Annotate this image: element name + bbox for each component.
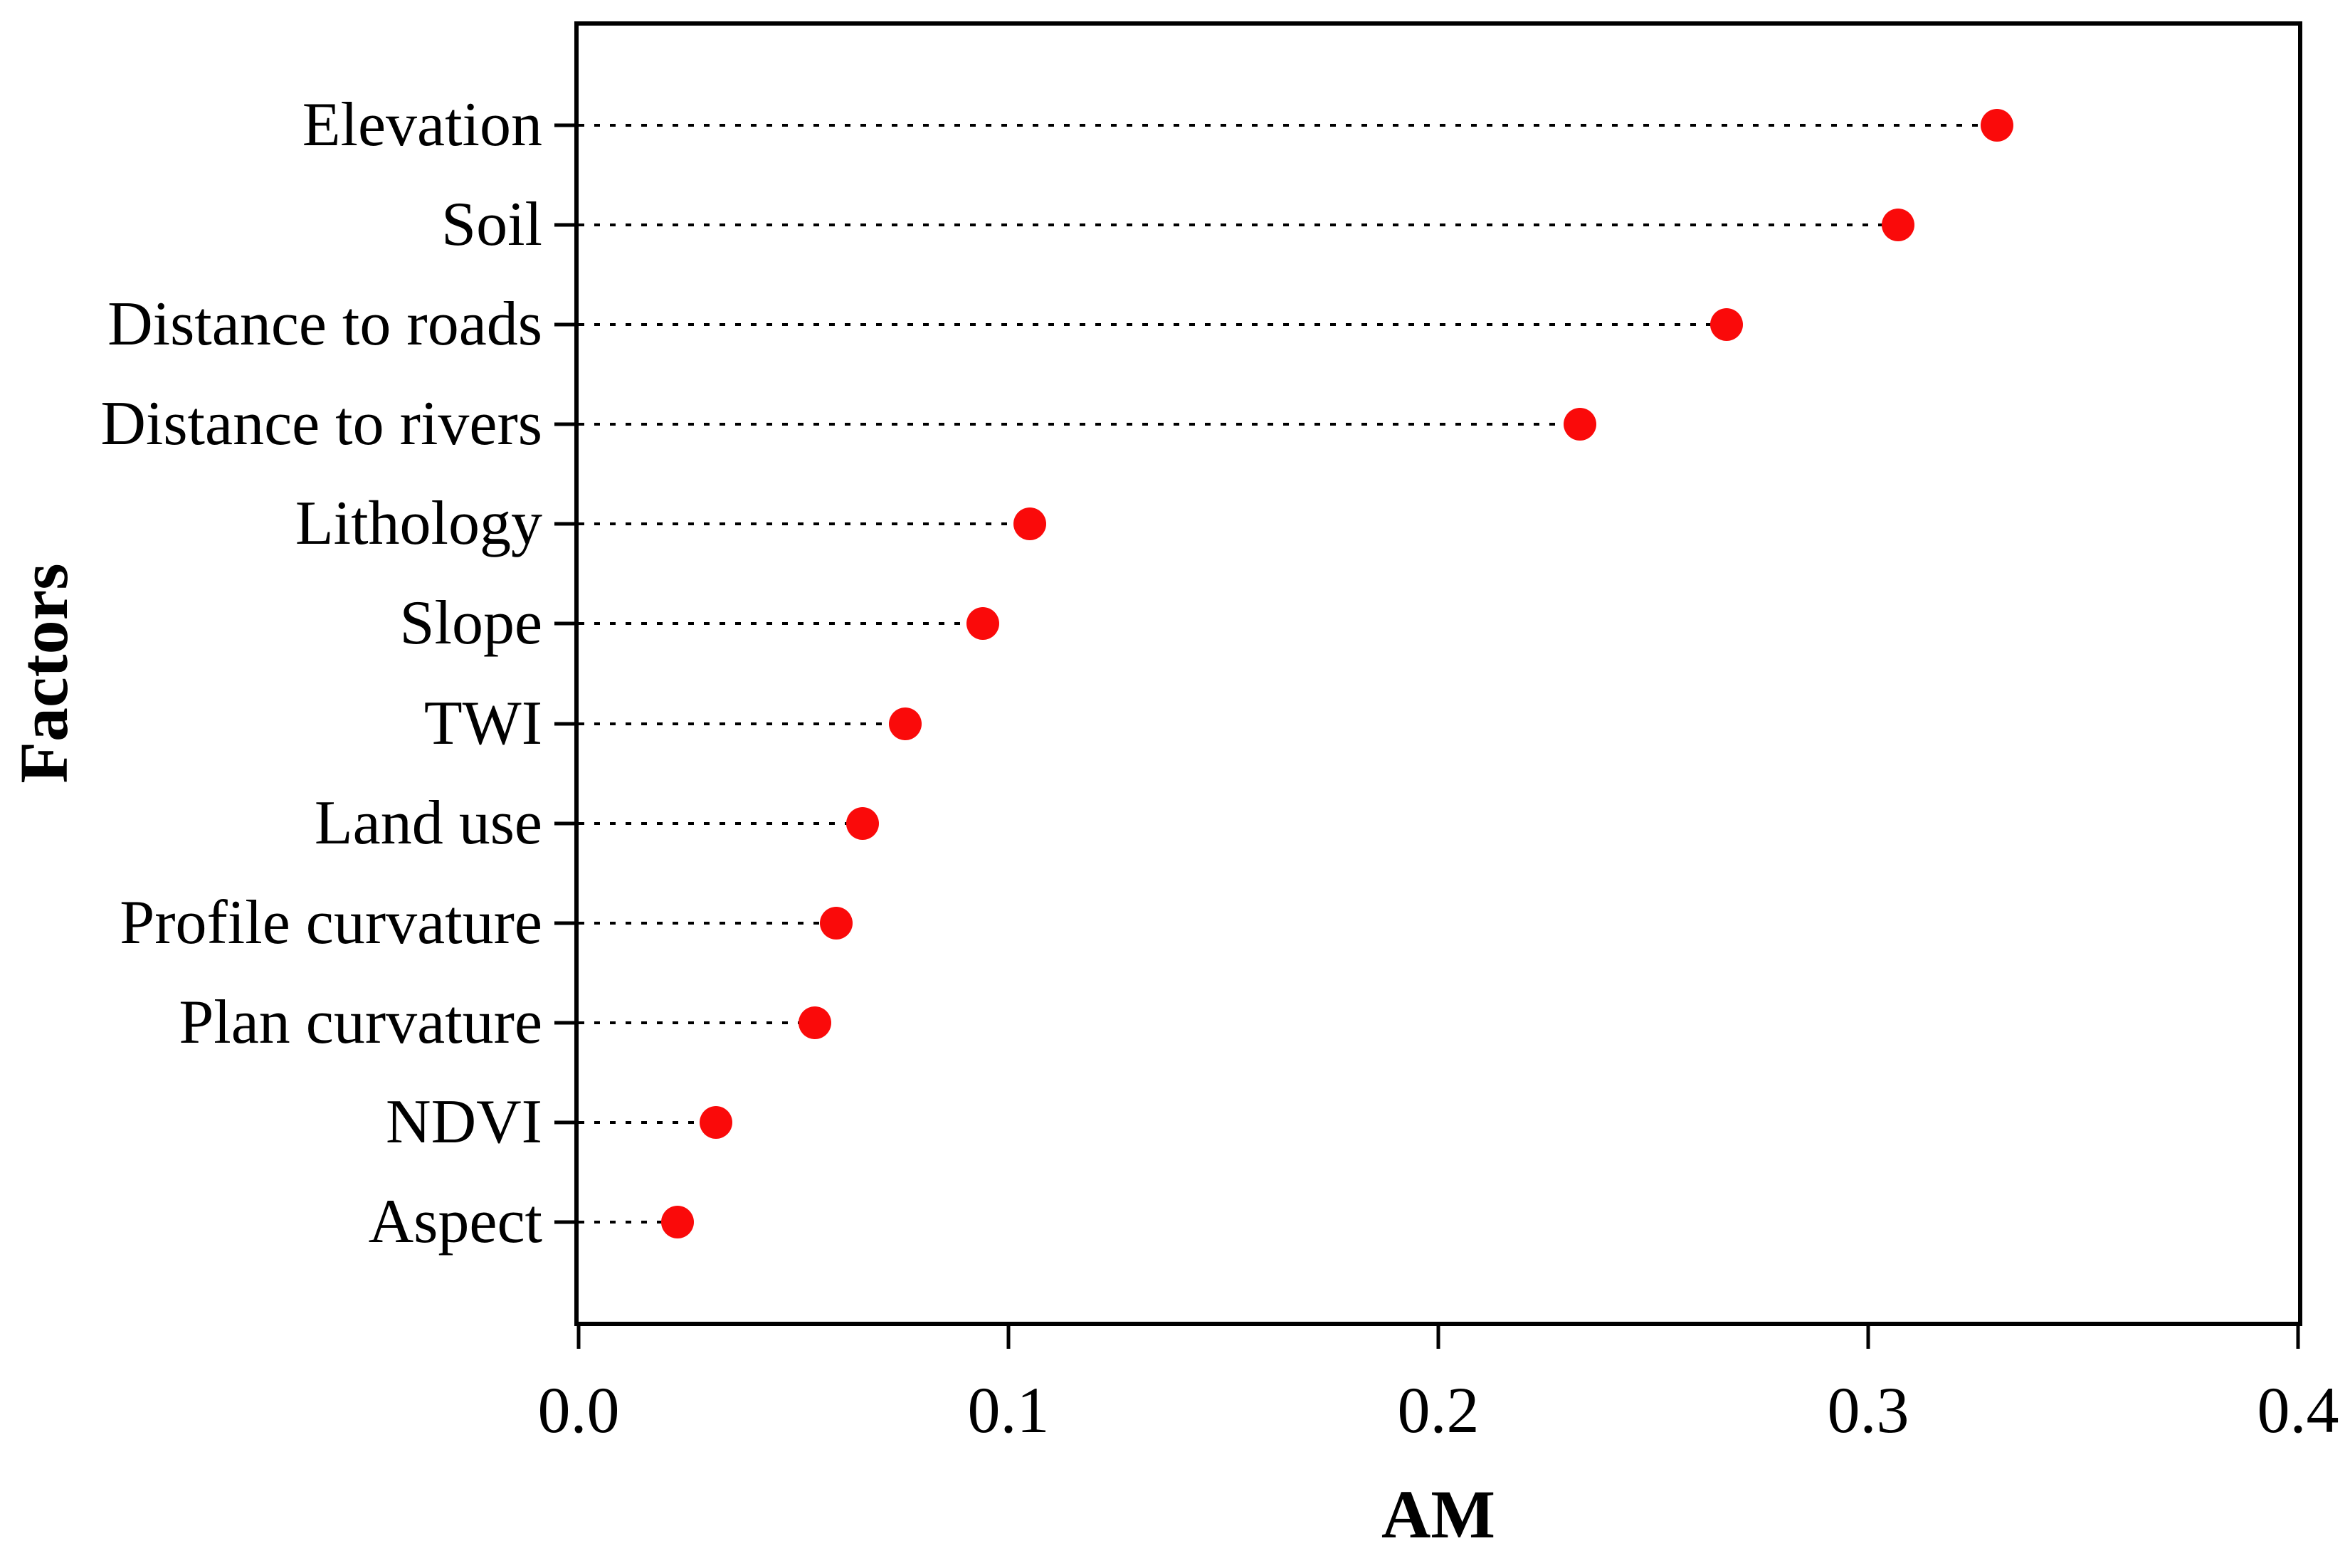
y-tick-mark bbox=[554, 1220, 574, 1224]
data-point-dot bbox=[1013, 507, 1047, 541]
category-label: TWI bbox=[423, 688, 542, 758]
data-point-dot bbox=[1882, 209, 1915, 242]
y-tick-mark bbox=[554, 223, 574, 227]
x-axis-ticks bbox=[576, 1326, 2300, 1349]
plot-area bbox=[574, 21, 2302, 1326]
data-point-dot bbox=[889, 707, 922, 740]
data-point-dot bbox=[799, 1006, 832, 1039]
x-axis-tick-labels: 0.0 0.1 0.2 0.3 0.4 bbox=[538, 1374, 2339, 1456]
x-tick-label: 0.4 bbox=[2257, 1374, 2339, 1446]
data-point-dot bbox=[966, 607, 999, 641]
data-point-dot bbox=[660, 1205, 694, 1238]
y-tick-mark bbox=[554, 821, 574, 826]
leader-line bbox=[579, 1120, 717, 1124]
data-point-dot bbox=[700, 1105, 733, 1139]
x-tick-mark bbox=[576, 1326, 581, 1349]
category-label: Plan curvature bbox=[179, 987, 542, 1057]
y-tick-mark bbox=[554, 123, 574, 127]
x-tick-label: 0.0 bbox=[537, 1374, 620, 1446]
leader-line bbox=[579, 1021, 816, 1024]
category-label: Soil bbox=[441, 190, 542, 260]
leader-line bbox=[579, 522, 1031, 526]
x-tick-mark bbox=[2296, 1326, 2300, 1349]
x-axis-title: AM bbox=[1381, 1476, 1495, 1552]
leader-line bbox=[579, 423, 1581, 426]
data-point-dot bbox=[1709, 308, 1743, 342]
category-label: Slope bbox=[399, 589, 542, 658]
leader-line bbox=[579, 821, 863, 825]
leader-line bbox=[579, 124, 1998, 127]
category-label: Profile curvature bbox=[120, 888, 542, 957]
leader-line bbox=[579, 722, 906, 725]
y-tick-mark bbox=[554, 621, 574, 626]
y-axis-ticks bbox=[554, 26, 574, 1322]
y-tick-mark bbox=[554, 522, 574, 526]
y-tick-mark bbox=[554, 1120, 574, 1125]
leader-line bbox=[579, 323, 1727, 327]
data-point-dot bbox=[845, 806, 879, 840]
category-label: Lithology bbox=[295, 489, 542, 559]
y-tick-mark bbox=[554, 921, 574, 925]
category-labels: Elevation Soil Distance to roads Distance t… bbox=[0, 26, 542, 1322]
plot-rows bbox=[579, 26, 2298, 1322]
y-tick-mark bbox=[554, 322, 574, 327]
x-tick-label: 0.2 bbox=[1397, 1374, 1480, 1446]
x-tick-mark bbox=[1006, 1326, 1011, 1349]
leader-line bbox=[579, 921, 837, 925]
y-tick-mark bbox=[554, 1021, 574, 1025]
y-tick-mark bbox=[554, 722, 574, 726]
category-label: Land use bbox=[314, 788, 542, 858]
category-label: Distance to roads bbox=[107, 290, 542, 359]
data-point-dot bbox=[1564, 408, 1597, 441]
x-tick-mark bbox=[1866, 1326, 1870, 1349]
leader-line bbox=[579, 1220, 678, 1224]
data-point-dot bbox=[1981, 109, 2014, 142]
data-point-dot bbox=[820, 906, 853, 940]
category-label: Elevation bbox=[302, 90, 542, 160]
y-tick-mark bbox=[554, 422, 574, 426]
x-tick-mark bbox=[1436, 1326, 1440, 1349]
leader-line bbox=[579, 223, 1899, 227]
x-tick-label: 0.1 bbox=[967, 1374, 1050, 1446]
category-label: Distance to rivers bbox=[100, 389, 542, 459]
category-label: NDVI bbox=[386, 1087, 542, 1157]
x-tick-label: 0.3 bbox=[1827, 1374, 1909, 1446]
leader-line bbox=[579, 622, 983, 626]
category-label: Aspect bbox=[368, 1186, 542, 1256]
